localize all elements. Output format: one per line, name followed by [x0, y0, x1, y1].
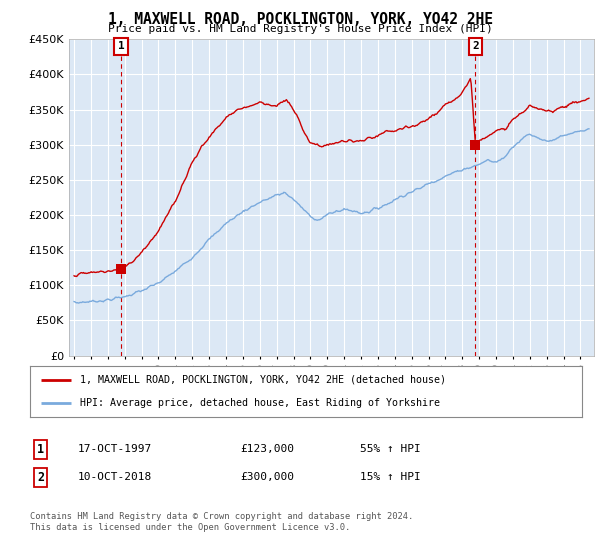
Text: £123,000: £123,000 [240, 444, 294, 454]
Text: Price paid vs. HM Land Registry's House Price Index (HPI): Price paid vs. HM Land Registry's House … [107, 24, 493, 34]
Text: 1: 1 [37, 442, 44, 456]
Text: £300,000: £300,000 [240, 472, 294, 482]
Text: 1: 1 [118, 41, 125, 51]
Text: 17-OCT-1997: 17-OCT-1997 [78, 444, 152, 454]
Text: HPI: Average price, detached house, East Riding of Yorkshire: HPI: Average price, detached house, East… [80, 398, 440, 408]
Text: 2: 2 [37, 470, 44, 484]
Text: 10-OCT-2018: 10-OCT-2018 [78, 472, 152, 482]
Text: 15% ↑ HPI: 15% ↑ HPI [360, 472, 421, 482]
Text: 2: 2 [472, 41, 479, 51]
Text: 55% ↑ HPI: 55% ↑ HPI [360, 444, 421, 454]
Text: 1, MAXWELL ROAD, POCKLINGTON, YORK, YO42 2HE (detached house): 1, MAXWELL ROAD, POCKLINGTON, YORK, YO42… [80, 375, 446, 385]
Text: Contains HM Land Registry data © Crown copyright and database right 2024.
This d: Contains HM Land Registry data © Crown c… [30, 512, 413, 532]
Text: 1, MAXWELL ROAD, POCKLINGTON, YORK, YO42 2HE: 1, MAXWELL ROAD, POCKLINGTON, YORK, YO42… [107, 12, 493, 27]
